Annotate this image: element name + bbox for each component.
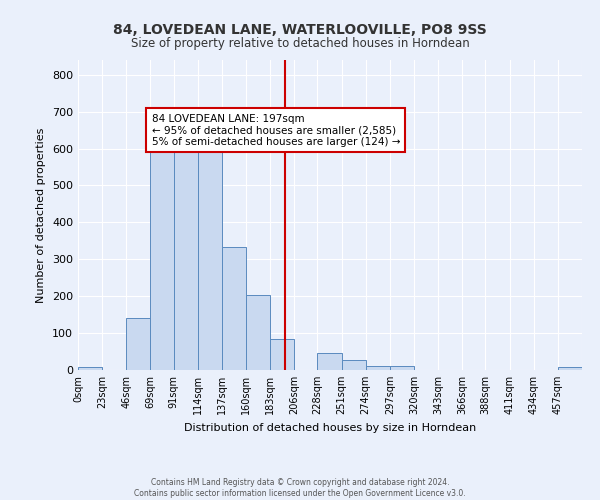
Y-axis label: Number of detached properties: Number of detached properties: [37, 128, 46, 302]
Bar: [198, 145, 222, 370]
Bar: [390, 366, 414, 370]
Bar: [222, 247, 246, 370]
Bar: [127, 318, 151, 370]
Text: 84, LOVEDEAN LANE, WATERLOOVILLE, PO8 9SS: 84, LOVEDEAN LANE, WATERLOOVILLE, PO8 9S…: [113, 22, 487, 36]
Text: Size of property relative to detached houses in Horndean: Size of property relative to detached ho…: [131, 38, 469, 51]
X-axis label: Distribution of detached houses by size in Horndean: Distribution of detached houses by size …: [184, 422, 476, 432]
Bar: [317, 353, 341, 370]
Bar: [558, 368, 582, 370]
Text: 84 LOVEDEAN LANE: 197sqm
← 95% of detached houses are smaller (2,585)
5% of semi: 84 LOVEDEAN LANE: 197sqm ← 95% of detach…: [151, 114, 400, 146]
Bar: [366, 366, 390, 370]
Bar: [341, 360, 366, 370]
Bar: [173, 138, 198, 370]
Text: Contains HM Land Registry data © Crown copyright and database right 2024.
Contai: Contains HM Land Registry data © Crown c…: [134, 478, 466, 498]
Bar: [270, 338, 294, 370]
Bar: [78, 368, 102, 370]
Bar: [246, 296, 270, 370]
Bar: [151, 136, 173, 370]
